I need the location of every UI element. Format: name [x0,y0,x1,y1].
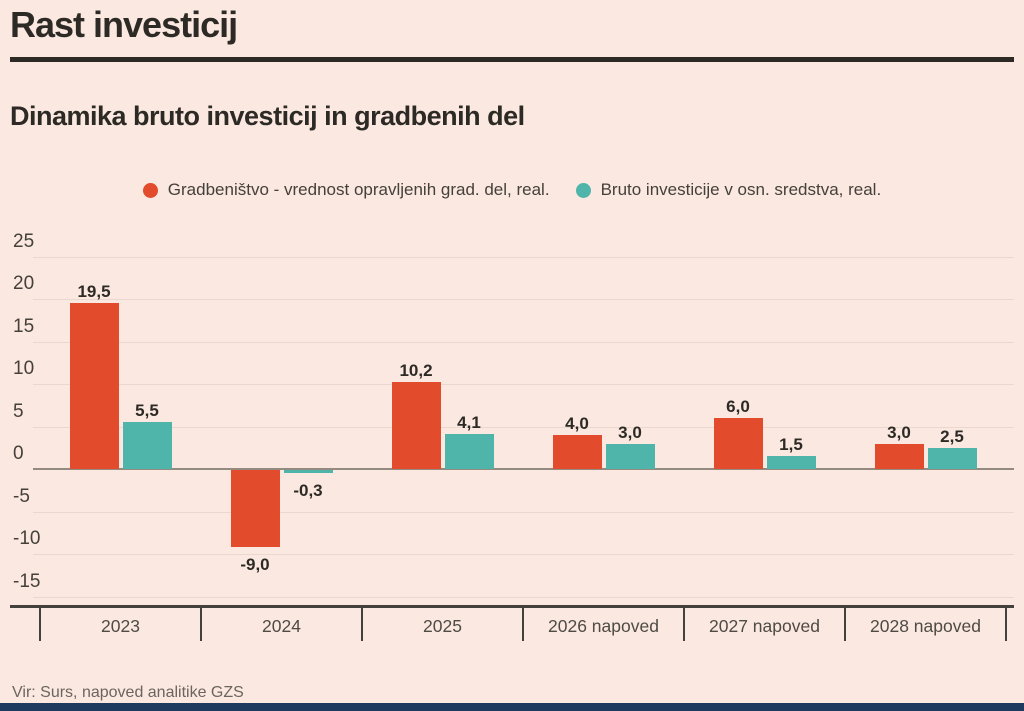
x-axis-category-label: 2026 napoved [548,616,659,636]
bar-value-label: 5,5 [135,401,159,421]
bar-gradbenistvo-2025 [391,382,441,469]
title-rule [10,57,1014,62]
bar-gradbenistvo-2026 napoved [552,435,602,469]
bar-value-label: 2,5 [940,426,964,446]
x-axis-tick [39,605,41,641]
bar-value-label: 6,0 [726,397,750,416]
legend-label-bruto-investicije: Bruto investicije v osn. sredstva, real. [600,180,882,199]
footer-brand-bar [0,703,1024,711]
bar-bruto-investicije-2025 [444,434,494,469]
x-axis-tick [361,605,363,641]
source-note: Vir: Surs, napoved analitike GZS [12,684,244,701]
bar-value-label: 4,0 [565,414,589,433]
bar-value-label: 4,1 [457,413,481,433]
y-axis-label: -5 [13,485,30,507]
x-axis-tick [200,605,202,641]
x-axis-tick [683,605,685,641]
bar-value-label: 3,0 [618,422,642,442]
bar-bruto-investicije-2023 [122,422,172,469]
gridline [33,426,1014,428]
bar-bruto-investicije-2028 napoved [927,447,977,469]
gridline [33,256,1014,258]
zero-gridline [33,468,1014,470]
x-axis-tick [844,605,846,641]
x-axis-category-label: 2024 [262,616,301,636]
chart-legend: Gradbeništvo - vrednost opravljenih grad… [0,180,1024,200]
gridline [33,384,1014,385]
page-title: Rast investicij [10,4,238,45]
y-axis-label: 10 [13,358,35,379]
bar-gradbenistvo-2024 [230,470,280,547]
x-axis-tick [522,605,524,641]
y-axis-label: -15 [13,570,41,592]
x-axis-category-label: 2023 [101,616,140,636]
legend-label-gradbenistvo: Gradbeništvo - vrednost opravljenih grad… [167,180,550,199]
bar-value-label: 10,2 [399,361,433,381]
bar-gradbenistvo-2027 napoved [713,418,763,469]
y-axis-label: 15 [13,315,35,337]
y-axis-label: 0 [13,443,24,464]
legend-item-gradbenistvo: Gradbeništvo - vrednost opravljenih grad… [142,180,550,200]
legend-item-bruto-investicije: Bruto investicije v osn. sredstva, real. [575,180,882,200]
bar-bruto-investicije-2026 napoved [605,443,655,469]
bar-value-label: 19,5 [77,282,111,302]
bar-value-label: 3,0 [887,422,911,442]
gridline [33,554,1014,555]
y-axis-label: 5 [13,400,24,422]
gridline [33,341,1014,343]
x-axis-category-label: 2028 napoved [870,616,981,636]
bar-bruto-investicije-2027 napoved [766,456,816,469]
legend-dot-red-icon [142,182,158,198]
y-axis-label: -10 [13,528,41,549]
bar-gradbenistvo-2023 [69,303,119,469]
chart-title: Dinamika bruto investicij in gradbenih d… [10,101,525,131]
x-axis-category-label: 2025 [423,616,462,636]
gridline [33,596,1014,598]
bar-value-label: -0,3 [293,480,323,500]
bar-value-label: 1,5 [779,435,803,455]
bar-value-label: -9,0 [240,554,270,574]
x-axis-line [10,605,1014,608]
x-axis-category-label: 2027 napoved [709,616,820,636]
gridline [33,511,1014,513]
x-axis-tick [1005,605,1007,641]
bar-bruto-investicije-2024 [283,470,333,473]
y-axis-label: 20 [13,273,35,294]
gridline [33,299,1014,300]
y-axis-label: 25 [13,230,35,252]
bar-gradbenistvo-2028 napoved [874,443,924,469]
legend-dot-teal-icon [575,182,591,198]
